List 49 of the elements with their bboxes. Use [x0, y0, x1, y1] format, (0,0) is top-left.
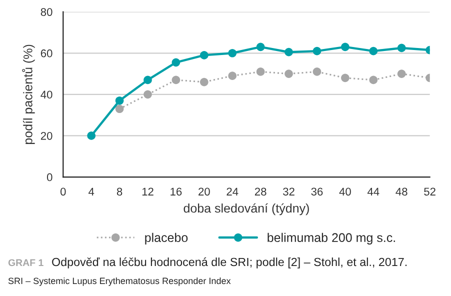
point — [172, 76, 180, 84]
point — [256, 42, 265, 52]
x-tick-label: 40 — [339, 188, 351, 196]
point — [369, 76, 378, 84]
point — [397, 70, 406, 78]
x-tick-label: 0 — [60, 188, 66, 196]
point — [200, 51, 208, 60]
x-tick-label: 32 — [283, 188, 294, 196]
x-tick-label: 8 — [116, 188, 122, 196]
x-tick-label: 12 — [142, 188, 154, 196]
x-axis-title: doba sledování (týdny) — [184, 203, 309, 216]
point — [115, 96, 124, 105]
text: GRAF 1 — [8, 259, 44, 266]
x-tick-label: 4 — [88, 188, 94, 196]
point — [144, 76, 152, 84]
point — [312, 68, 322, 76]
y-tick-label: 0 — [46, 173, 52, 182]
x-tick-label: 44 — [367, 188, 380, 196]
point — [369, 46, 378, 56]
point — [172, 58, 180, 67]
legend-label: belimumab 200 mg s.c. — [268, 232, 395, 245]
point — [256, 68, 265, 76]
y-tick-label: 20 — [40, 132, 52, 140]
point — [200, 78, 208, 86]
x-tick-label: 20 — [198, 188, 210, 196]
point — [284, 70, 293, 78]
x-tick-label: 48 — [396, 188, 408, 196]
point — [312, 46, 322, 56]
point — [87, 132, 96, 140]
point — [228, 72, 237, 80]
point — [341, 74, 350, 82]
legend-label: placebo — [145, 232, 188, 245]
x-tick-label: 28 — [254, 188, 266, 196]
x-tick-label: 24 — [226, 188, 238, 196]
y-tick-label: 80 — [40, 8, 52, 16]
point — [115, 104, 124, 114]
y-axis-title: podíl pacientů (%) — [22, 44, 35, 144]
x-tick-label: 52 — [424, 188, 436, 196]
y-tick-label: 60 — [40, 49, 52, 58]
text: Odpověď na léčbu hodnocená dle SRI; podle [2] – Stohl, et al., 2017. — [52, 257, 407, 268]
text: SRI – Systemic Lupus Erythematosus Responder Index — [8, 277, 231, 286]
point — [228, 48, 237, 58]
x-tick-label: 16 — [170, 188, 182, 196]
y-tick-label: 40 — [40, 90, 52, 99]
point — [397, 44, 406, 52]
point — [144, 90, 152, 99]
x-tick-label: 36 — [311, 188, 323, 196]
point — [341, 42, 350, 52]
point — [284, 48, 293, 56]
